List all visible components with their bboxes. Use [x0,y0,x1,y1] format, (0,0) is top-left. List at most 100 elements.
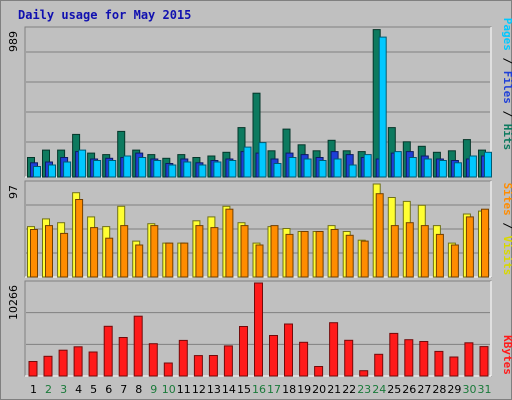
x-tick-day-19: 19 [297,383,311,396]
x-tick-day-6: 6 [105,383,112,396]
bar-kbytes-day-20 [314,366,324,377]
bar-kbytes-day-21 [329,322,339,377]
right-label-top-part: Files [501,71,512,104]
x-tick-day-5: 5 [90,383,97,396]
x-tick-day-4: 4 [75,383,82,396]
bar-pages-day-6 [108,160,117,178]
bar-kbytes-day-9 [148,343,158,377]
x-tick-day-17: 17 [267,383,281,396]
bar-sites-day-8 [135,244,144,278]
bar-pages-day-13 [213,161,222,178]
bar-pages-day-17 [273,163,282,178]
bar-sites-day-18 [285,233,294,278]
bar-sites-day-1 [30,229,38,278]
bar-kbytes-day-14 [223,345,233,377]
bar-pages-day-5 [93,160,102,178]
bar-sites-day-22 [345,234,354,278]
y-max-label: 10266 [7,285,20,320]
bar-pages-day-26 [408,157,417,178]
bar-pages-day-29 [453,162,462,178]
bar-kbytes-day-22 [344,339,354,377]
x-tick-day-12: 12 [192,383,206,396]
bar-kbytes-day-4 [73,346,83,377]
bar-pages-day-7 [123,155,132,178]
bar-sites-day-26 [405,222,414,278]
x-tick-day-24: 24 [372,383,386,396]
bar-kbytes-day-16 [254,282,263,377]
right-label-top-part: Hits [501,124,512,151]
y-max-label: 989 [7,31,20,52]
bar-kbytes-day-24 [374,353,384,377]
bar-sites-day-5 [90,227,99,278]
bar-sites-day-14 [225,208,234,278]
x-tick-day-31: 31 [478,383,492,396]
bar-pages-day-25 [393,151,402,178]
bar-pages-day-3 [63,161,72,178]
bar-sites-day-23 [360,240,369,278]
x-tick-day-8: 8 [135,383,142,396]
bar-pages-day-23 [363,154,372,178]
x-tick-day-23: 23 [357,383,371,396]
bar-kbytes-day-31 [479,346,489,377]
bar-sites-day-11 [180,242,189,278]
bar-kbytes-day-13 [208,355,218,377]
bar-pages-day-1 [33,166,41,178]
x-tick-day-2: 2 [45,383,52,396]
right-label-top-part: Pages [501,18,512,51]
bar-kbytes-day-25 [389,332,399,377]
bar-sites-day-12 [195,225,204,278]
x-tick-day-22: 22 [342,383,356,396]
bar-kbytes-day-6 [103,325,113,377]
right-label-middle-part: Visits [501,236,512,276]
bar-sites-day-2 [45,225,53,278]
bar-sites-day-31 [481,208,489,278]
bar-pages-day-28 [438,160,447,178]
bar-kbytes-day-12 [193,355,203,377]
right-label-bottom: KBytes [501,335,512,375]
bar-pages-day-22 [348,164,357,178]
bar-pages-day-21 [333,158,342,178]
bar-pages-day-15 [243,146,252,178]
bar-pages-day-30 [468,155,477,178]
bar-sites-day-17 [270,225,279,278]
x-tick-day-28: 28 [432,383,446,396]
x-tick-day-1: 1 [30,383,37,396]
bar-sites-day-9 [150,225,159,278]
bar-pages-day-31 [484,151,492,178]
bar-kbytes-day-17 [269,335,278,377]
bar-sites-day-4 [75,199,84,278]
x-tick-day-9: 9 [150,383,157,396]
x-tick-day-20: 20 [312,383,326,396]
bar-pages-day-4 [78,149,87,178]
right-label-middle: Sites / Visits [501,183,512,276]
bar-sites-day-28 [435,233,444,278]
bar-kbytes-day-18 [284,323,293,377]
bar-pages-day-24 [378,36,387,178]
bar-kbytes-day-27 [419,341,429,377]
x-tick-day-21: 21 [327,383,341,396]
bar-kbytes-day-29 [449,356,459,377]
x-tick-day-3: 3 [60,383,67,396]
bar-pages-day-9 [153,160,162,178]
bar-kbytes-day-15 [239,326,248,377]
x-tick-day-29: 29 [447,383,461,396]
x-tick-day-30: 30 [463,383,477,396]
x-tick-day-27: 27 [417,383,431,396]
bar-pages-day-20 [318,160,327,178]
bar-kbytes-day-19 [299,341,309,377]
bar-pages-day-16 [258,142,267,178]
bar-kbytes-day-28 [434,350,444,377]
bar-kbytes-day-5 [88,351,98,377]
bar-sites-day-24 [375,193,384,278]
bar-kbytes-day-10 [163,362,173,377]
bar-sites-day-25 [390,225,399,278]
y-max-label: 97 [7,185,20,199]
x-tick-day-15: 15 [237,383,251,396]
right-label-top: Pages / Files / Hits [501,18,512,151]
x-tick-day-13: 13 [207,383,221,396]
x-tick-day-16: 16 [252,383,266,396]
bar-kbytes-day-7 [118,337,128,377]
right-label-middle-part: Sites [501,183,512,216]
bar-sites-day-3 [60,232,69,278]
chart-title: Daily usage for May 2015 [18,8,191,22]
